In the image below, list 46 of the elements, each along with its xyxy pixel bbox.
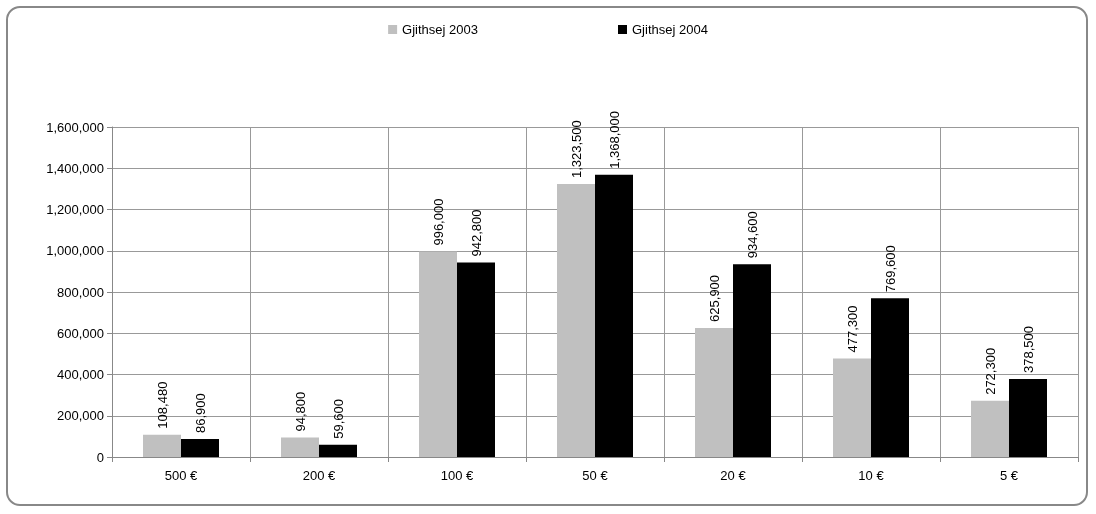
data-label: 477,300 — [844, 305, 860, 353]
data-label: 94,800 — [292, 391, 308, 432]
data-label: 942,800 — [468, 209, 484, 257]
bar — [871, 298, 909, 457]
data-label: 769,600 — [882, 245, 898, 293]
data-label: 108,480 — [154, 381, 170, 429]
y-tick-label: 600,000 — [57, 325, 104, 341]
data-label: 1,368,000 — [606, 111, 622, 169]
bar — [695, 327, 733, 457]
y-tick-label: 1,600,000 — [46, 119, 104, 135]
data-label: 934,600 — [744, 211, 760, 259]
legend-label: Gjithsej 2003 — [402, 22, 479, 37]
x-tick-label: 50 € — [582, 468, 609, 483]
bar — [281, 437, 319, 457]
x-tick-label: 10 € — [858, 468, 885, 483]
data-label: 1,323,500 — [568, 120, 584, 179]
bar — [595, 174, 633, 457]
y-tick-label: 1,400,000 — [46, 160, 104, 176]
bar — [557, 184, 595, 457]
bar — [319, 444, 357, 457]
bar — [971, 400, 1009, 457]
bar — [1009, 378, 1047, 457]
bar — [181, 439, 219, 457]
data-label: 996,000 — [430, 198, 446, 246]
y-tick-label: 1,200,000 — [46, 202, 104, 217]
legend-label: Gjithsej 2004 — [632, 22, 708, 37]
x-tick-label: 500 € — [164, 468, 199, 483]
y-tick-label: 1,000,000 — [46, 243, 104, 259]
bar — [419, 251, 457, 457]
data-label: 625,900 — [706, 274, 722, 322]
x-tick-label: 200 € — [302, 468, 337, 483]
data-label: 59,600 — [330, 398, 346, 439]
x-tick-label: 5 € — [999, 468, 1019, 483]
data-label: 378,500 — [1020, 325, 1036, 373]
y-tick-label: 800,000 — [57, 284, 104, 300]
y-tick-label: 0 — [96, 449, 104, 465]
x-tick-label: 20 € — [720, 468, 747, 483]
y-tick-label: 200,000 — [57, 408, 104, 424]
data-label: 272,300 — [982, 347, 998, 395]
y-tick-label: 400,000 — [57, 367, 104, 382]
bar — [733, 264, 771, 457]
bar — [833, 358, 871, 457]
bar — [457, 262, 495, 457]
x-tick-label: 100 € — [440, 468, 475, 483]
data-label: 86,900 — [192, 393, 208, 434]
bar — [143, 434, 181, 457]
